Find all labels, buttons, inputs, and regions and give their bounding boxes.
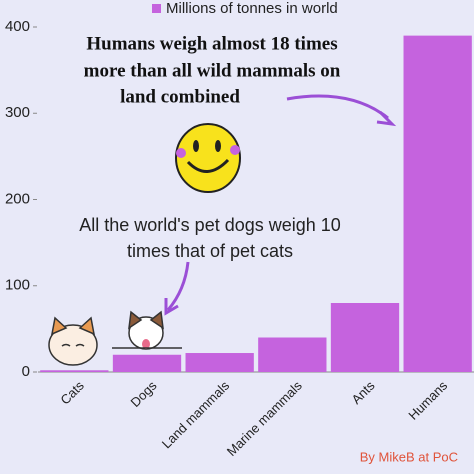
- arrow: [286, 94, 389, 120]
- legend-label: Millions of tonnes in world: [166, 0, 338, 17]
- y-tick-label: 100: [5, 277, 30, 294]
- bar: [330, 303, 400, 372]
- headline: land combined: [120, 86, 240, 107]
- annotation: times that of pet cats: [127, 241, 293, 261]
- bar: [403, 35, 472, 372]
- bar: [185, 353, 254, 372]
- arrow-head: [376, 110, 397, 127]
- bar: [258, 337, 327, 372]
- arrow-head: [164, 298, 179, 316]
- credit: By MikeB at PoC: [360, 449, 458, 464]
- arrow: [166, 261, 190, 311]
- legend-swatch: [152, 4, 161, 13]
- headline: Humans weigh almost 18 times: [86, 33, 337, 54]
- smiley-icon: [175, 123, 241, 193]
- headline: more than all wild mammals on: [84, 60, 341, 81]
- y-tick-label: 0: [22, 363, 30, 380]
- annotation: All the world's pet dogs weigh 10: [79, 215, 341, 235]
- y-tick-label: 300: [5, 104, 30, 121]
- dog-icon: [112, 310, 182, 350]
- bar: [40, 370, 109, 372]
- bar: [112, 354, 182, 372]
- cat-icon: [48, 316, 98, 366]
- y-tick-label: 200: [5, 190, 30, 207]
- y-tick-label: 400: [5, 18, 30, 35]
